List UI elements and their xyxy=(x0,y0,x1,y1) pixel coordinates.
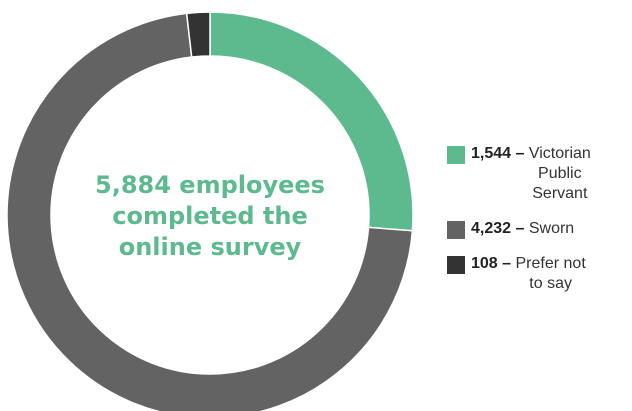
legend-swatch-victorian-public-servant xyxy=(447,146,465,164)
legend-label-line: Servant xyxy=(532,185,588,202)
center-caption-line-2: completed the xyxy=(112,202,308,230)
legend-label-line: Sworn xyxy=(528,220,575,237)
legend-swatch-prefer-not-to-say xyxy=(447,256,465,274)
legend-item-sworn: 4,232 – Sworn xyxy=(447,219,632,239)
donut-segment-prefer-not-to-say xyxy=(185,11,211,58)
donut-center-caption: 5,884 employees completed the online sur… xyxy=(80,170,340,263)
legend-count-victorian-public-servant: 1,544 – xyxy=(471,145,525,162)
legend-item-prefer-not-to-say: 108 – Prefer not to say xyxy=(447,254,632,294)
legend-label-line: Victorian xyxy=(528,145,591,162)
legend-swatch-sworn xyxy=(447,221,465,239)
legend-label-line: Prefer not xyxy=(515,255,586,272)
chart-legend: 1,544 – Victorian Public Servant 4,232 –… xyxy=(447,144,632,307)
legend-label-sworn: Sworn xyxy=(529,219,574,239)
center-caption-line-3: online survey xyxy=(118,233,302,261)
legend-label-line: Public xyxy=(538,165,582,182)
legend-count-prefer-not-to-say: 108 – xyxy=(471,255,512,272)
legend-label-line: to say xyxy=(529,275,572,292)
donut-segment-sworn xyxy=(6,12,414,411)
legend-count-sworn: 4,232 – xyxy=(471,220,525,237)
legend-label-victorian-public-servant: Victorian Public Servant xyxy=(529,144,591,204)
legend-item-victorian-public-servant: 1,544 – Victorian Public Servant xyxy=(447,144,632,204)
legend-label-prefer-not-to-say: Prefer not to say xyxy=(516,254,586,294)
center-caption-line-1: 5,884 employees xyxy=(95,171,325,199)
